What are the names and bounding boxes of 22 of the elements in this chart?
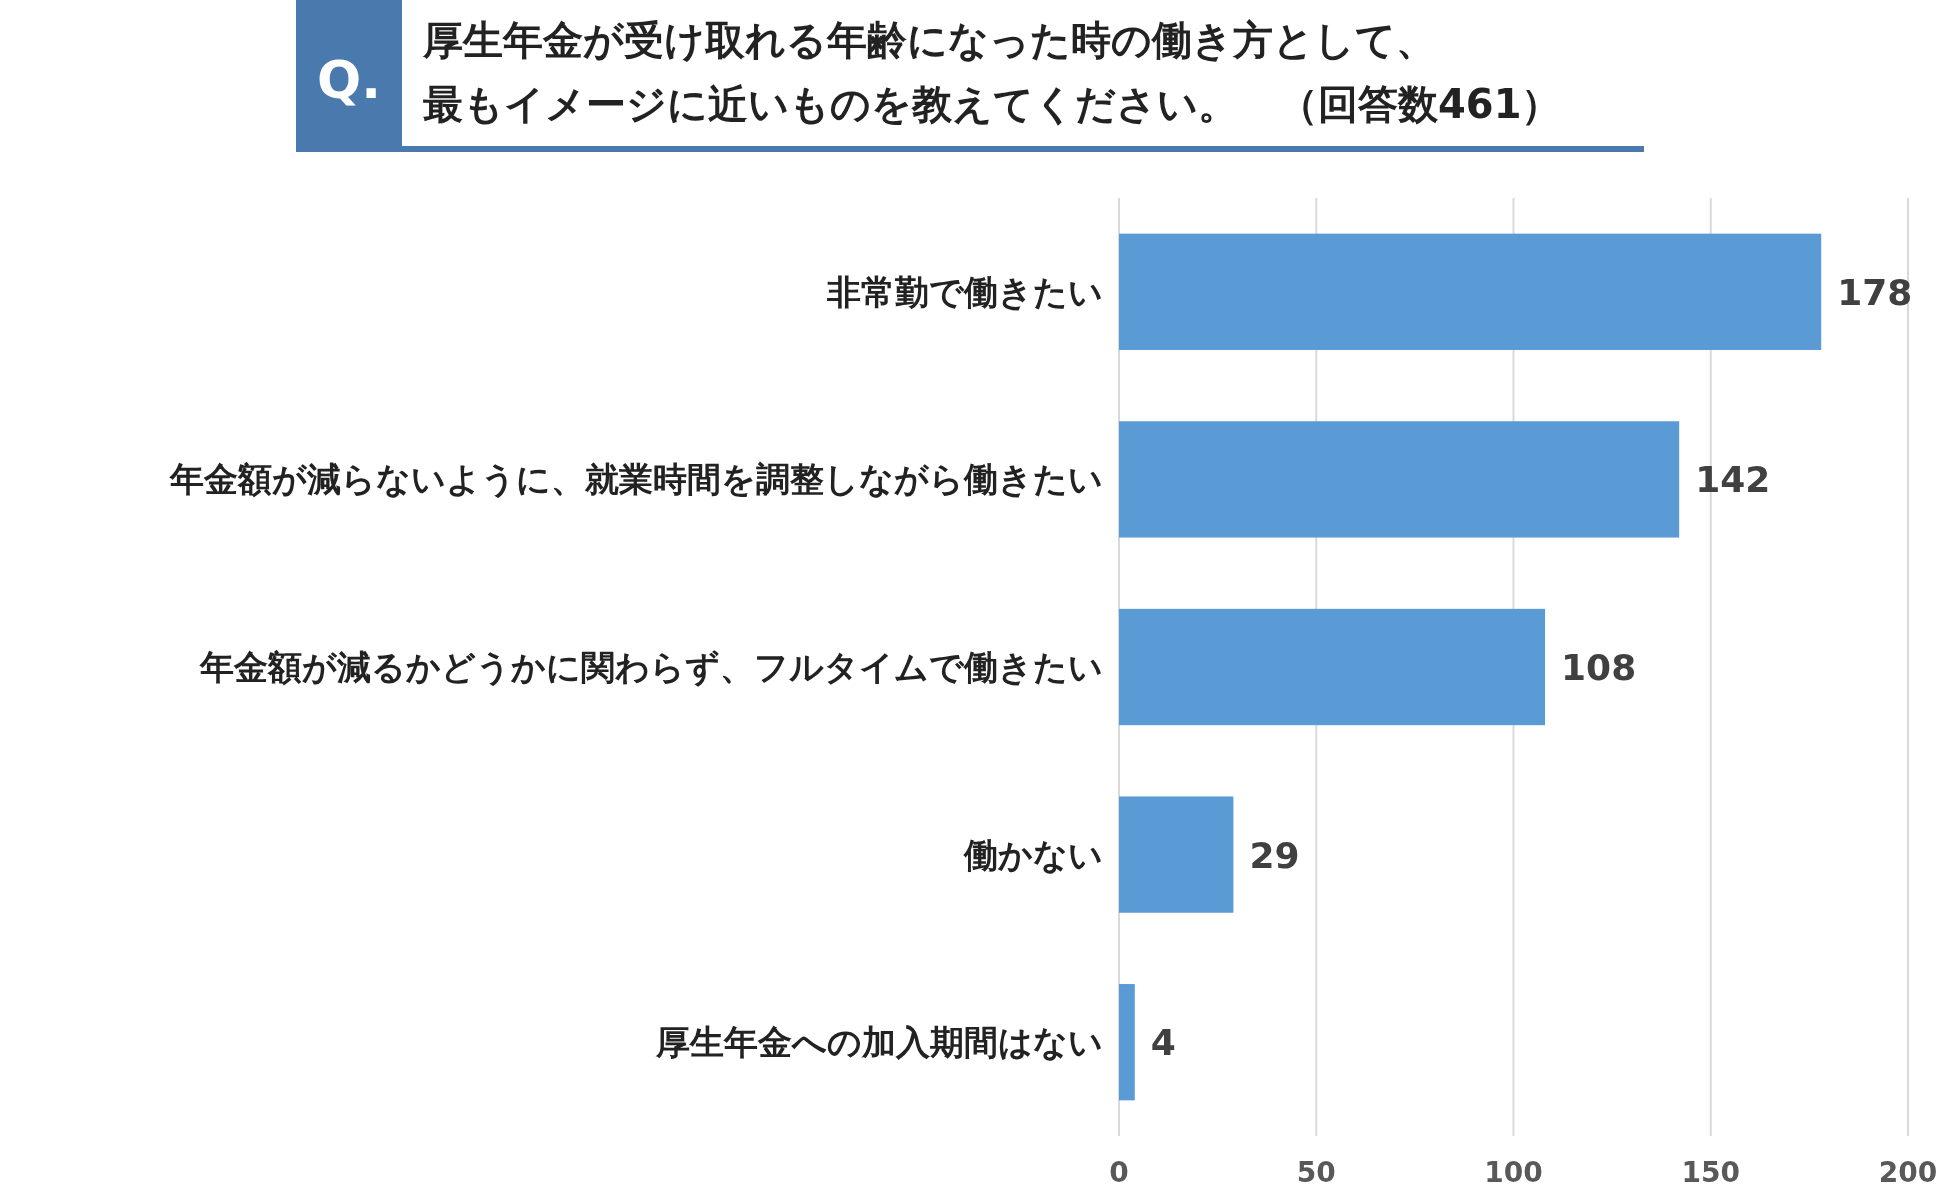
x-tick-label: 0 [1109,1156,1129,1189]
bar [1119,608,1546,726]
y-tick-label: 厚生年金への加入期間はない [655,1022,1103,1063]
y-tick-label: 年金額が減らないように、就業時間を調整しながら働きたい [169,459,1103,500]
bar [1119,796,1234,913]
y-tick-label: 働かない [963,834,1103,875]
bar [1119,421,1680,538]
x-tick-label: 150 [1681,1156,1740,1189]
data-label: 178 [1837,271,1913,313]
bar [1119,233,1822,350]
x-tick-label: 100 [1484,1156,1543,1189]
data-label: 4 [1150,1022,1176,1064]
y-tick-label: 年金額が減るかどうかに関わらず、フルタイムで働きたい [199,647,1103,687]
x-tick-label: 50 [1296,1156,1336,1189]
data-label: 108 [1561,647,1637,688]
chart-title: 厚生年金が受け取れる年齢になった時の働き方として、最もイメージに近いものを教えてください。 （回答数461） [422,17,1562,127]
bar [1119,984,1135,1101]
text: Q. [317,50,381,110]
data-label: 142 [1695,459,1771,501]
x-tick-label: 200 [1878,1156,1938,1189]
y-tick-label: 非常勤で働きたい [826,271,1103,312]
data-label: 29 [1249,834,1300,876]
